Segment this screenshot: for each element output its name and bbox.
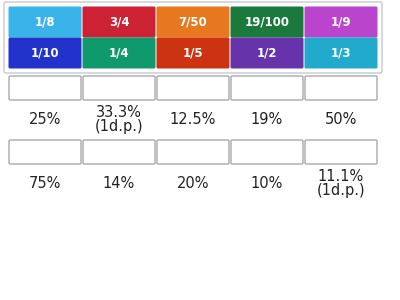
FancyBboxPatch shape — [4, 2, 382, 73]
Text: 1/8: 1/8 — [35, 16, 55, 28]
FancyBboxPatch shape — [157, 140, 229, 164]
Text: (1d.p.): (1d.p.) — [95, 119, 143, 134]
Text: 1/5: 1/5 — [183, 46, 203, 59]
Text: 1/4: 1/4 — [109, 46, 129, 59]
Text: 14%: 14% — [103, 176, 135, 191]
FancyBboxPatch shape — [231, 140, 303, 164]
FancyBboxPatch shape — [9, 76, 81, 100]
Text: 25%: 25% — [29, 112, 61, 127]
FancyBboxPatch shape — [8, 38, 82, 68]
Text: 19/100: 19/100 — [244, 16, 290, 28]
Text: 50%: 50% — [325, 112, 357, 127]
FancyBboxPatch shape — [83, 140, 155, 164]
FancyBboxPatch shape — [83, 76, 155, 100]
Text: 3/4: 3/4 — [109, 16, 129, 28]
FancyBboxPatch shape — [9, 140, 81, 164]
FancyBboxPatch shape — [8, 7, 82, 38]
Text: 33.3%: 33.3% — [96, 105, 142, 120]
FancyBboxPatch shape — [157, 76, 229, 100]
FancyBboxPatch shape — [305, 76, 377, 100]
Text: 19%: 19% — [251, 112, 283, 127]
FancyBboxPatch shape — [230, 38, 304, 68]
FancyBboxPatch shape — [156, 38, 230, 68]
Text: 11.1%: 11.1% — [318, 169, 364, 184]
Text: 20%: 20% — [177, 176, 209, 191]
FancyBboxPatch shape — [82, 38, 156, 68]
Text: (1d.p.): (1d.p.) — [317, 183, 365, 198]
FancyBboxPatch shape — [304, 7, 378, 38]
FancyBboxPatch shape — [304, 38, 378, 68]
Text: 1/2: 1/2 — [257, 46, 277, 59]
FancyBboxPatch shape — [230, 7, 304, 38]
FancyBboxPatch shape — [231, 76, 303, 100]
Text: 10%: 10% — [251, 176, 283, 191]
Text: 1/9: 1/9 — [331, 16, 351, 28]
FancyBboxPatch shape — [305, 140, 377, 164]
FancyBboxPatch shape — [156, 7, 230, 38]
Text: 1/10: 1/10 — [31, 46, 59, 59]
Text: 75%: 75% — [29, 176, 61, 191]
Text: 1/3: 1/3 — [331, 46, 351, 59]
FancyBboxPatch shape — [82, 7, 156, 38]
Text: 7/50: 7/50 — [179, 16, 207, 28]
Text: 12.5%: 12.5% — [170, 112, 216, 127]
